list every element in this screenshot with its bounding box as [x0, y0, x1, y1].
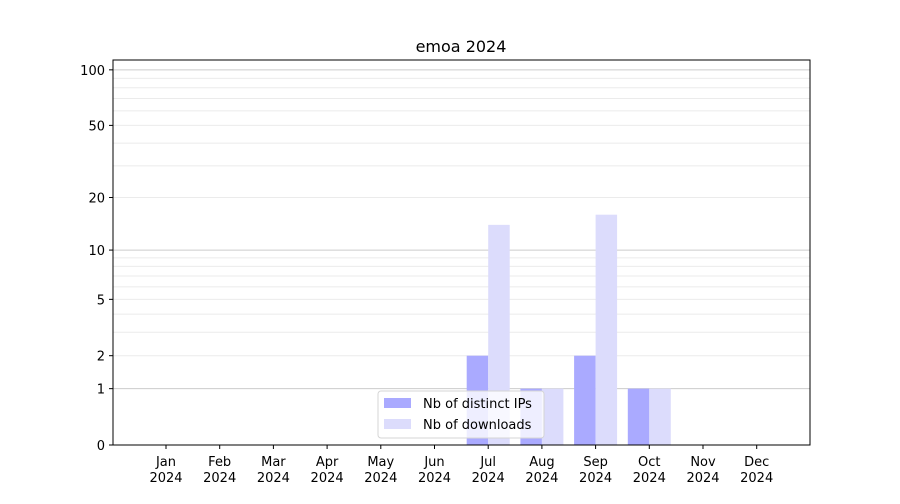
bar-downloads — [488, 224, 510, 445]
legend-label: Nb of downloads — [423, 418, 532, 433]
x-tick-label: Jan 2024 — [149, 455, 182, 486]
chart-title: emoa 2024 — [416, 37, 507, 56]
grid — [113, 69, 810, 390]
bar-distinct-ips — [574, 355, 596, 445]
x-tick-label: Oct 2024 — [633, 455, 666, 486]
x-tick-label: Sep 2024 — [579, 455, 612, 486]
x-tick-label: Apr 2024 — [311, 455, 344, 486]
x-tick-label: Jun 2024 — [418, 455, 451, 486]
bar-downloads — [595, 214, 618, 445]
x-tick-label: Jul 2024 — [472, 455, 505, 486]
legend-box — [377, 390, 545, 439]
x-tick-label: Mar 2024 — [257, 455, 290, 486]
y-tick-label: 1 — [97, 383, 105, 398]
x-tick-label: Feb 2024 — [203, 455, 236, 486]
y-tick-label: 5 — [97, 293, 105, 308]
y-tick-label: 100 — [80, 64, 105, 79]
x-tick-label: Aug 2024 — [525, 455, 558, 486]
legend-swatch — [384, 398, 411, 408]
plot-frame — [112, 59, 811, 446]
legend: Nb of distinct IPs Nb of downloads — [377, 390, 545, 439]
bar-distinct-ips — [627, 388, 650, 445]
bar-downloads — [541, 388, 564, 445]
y-tick-label: 2 — [97, 350, 105, 365]
x-tick-label: Nov 2024 — [686, 455, 719, 486]
y-tick-label: 20 — [88, 192, 105, 207]
x-tick-label: Dec 2024 — [740, 455, 773, 486]
y-tick-label: 50 — [88, 119, 105, 134]
bar-downloads — [649, 388, 671, 445]
y-tick-label: 10 — [88, 244, 105, 259]
y-tick-label: 0 — [97, 439, 105, 454]
y-axis: 0 1 2 5 10 20 50 100 — [80, 64, 113, 454]
x-tick-label: May 2024 — [364, 455, 397, 486]
legend-swatch — [384, 419, 411, 429]
x-axis: Jan 2024 Feb 2024 Mar 2024 Apr 2024 May 2024 Jun 20… — [149, 445, 773, 486]
legend-label: Nb of distinct IPs — [423, 397, 532, 412]
